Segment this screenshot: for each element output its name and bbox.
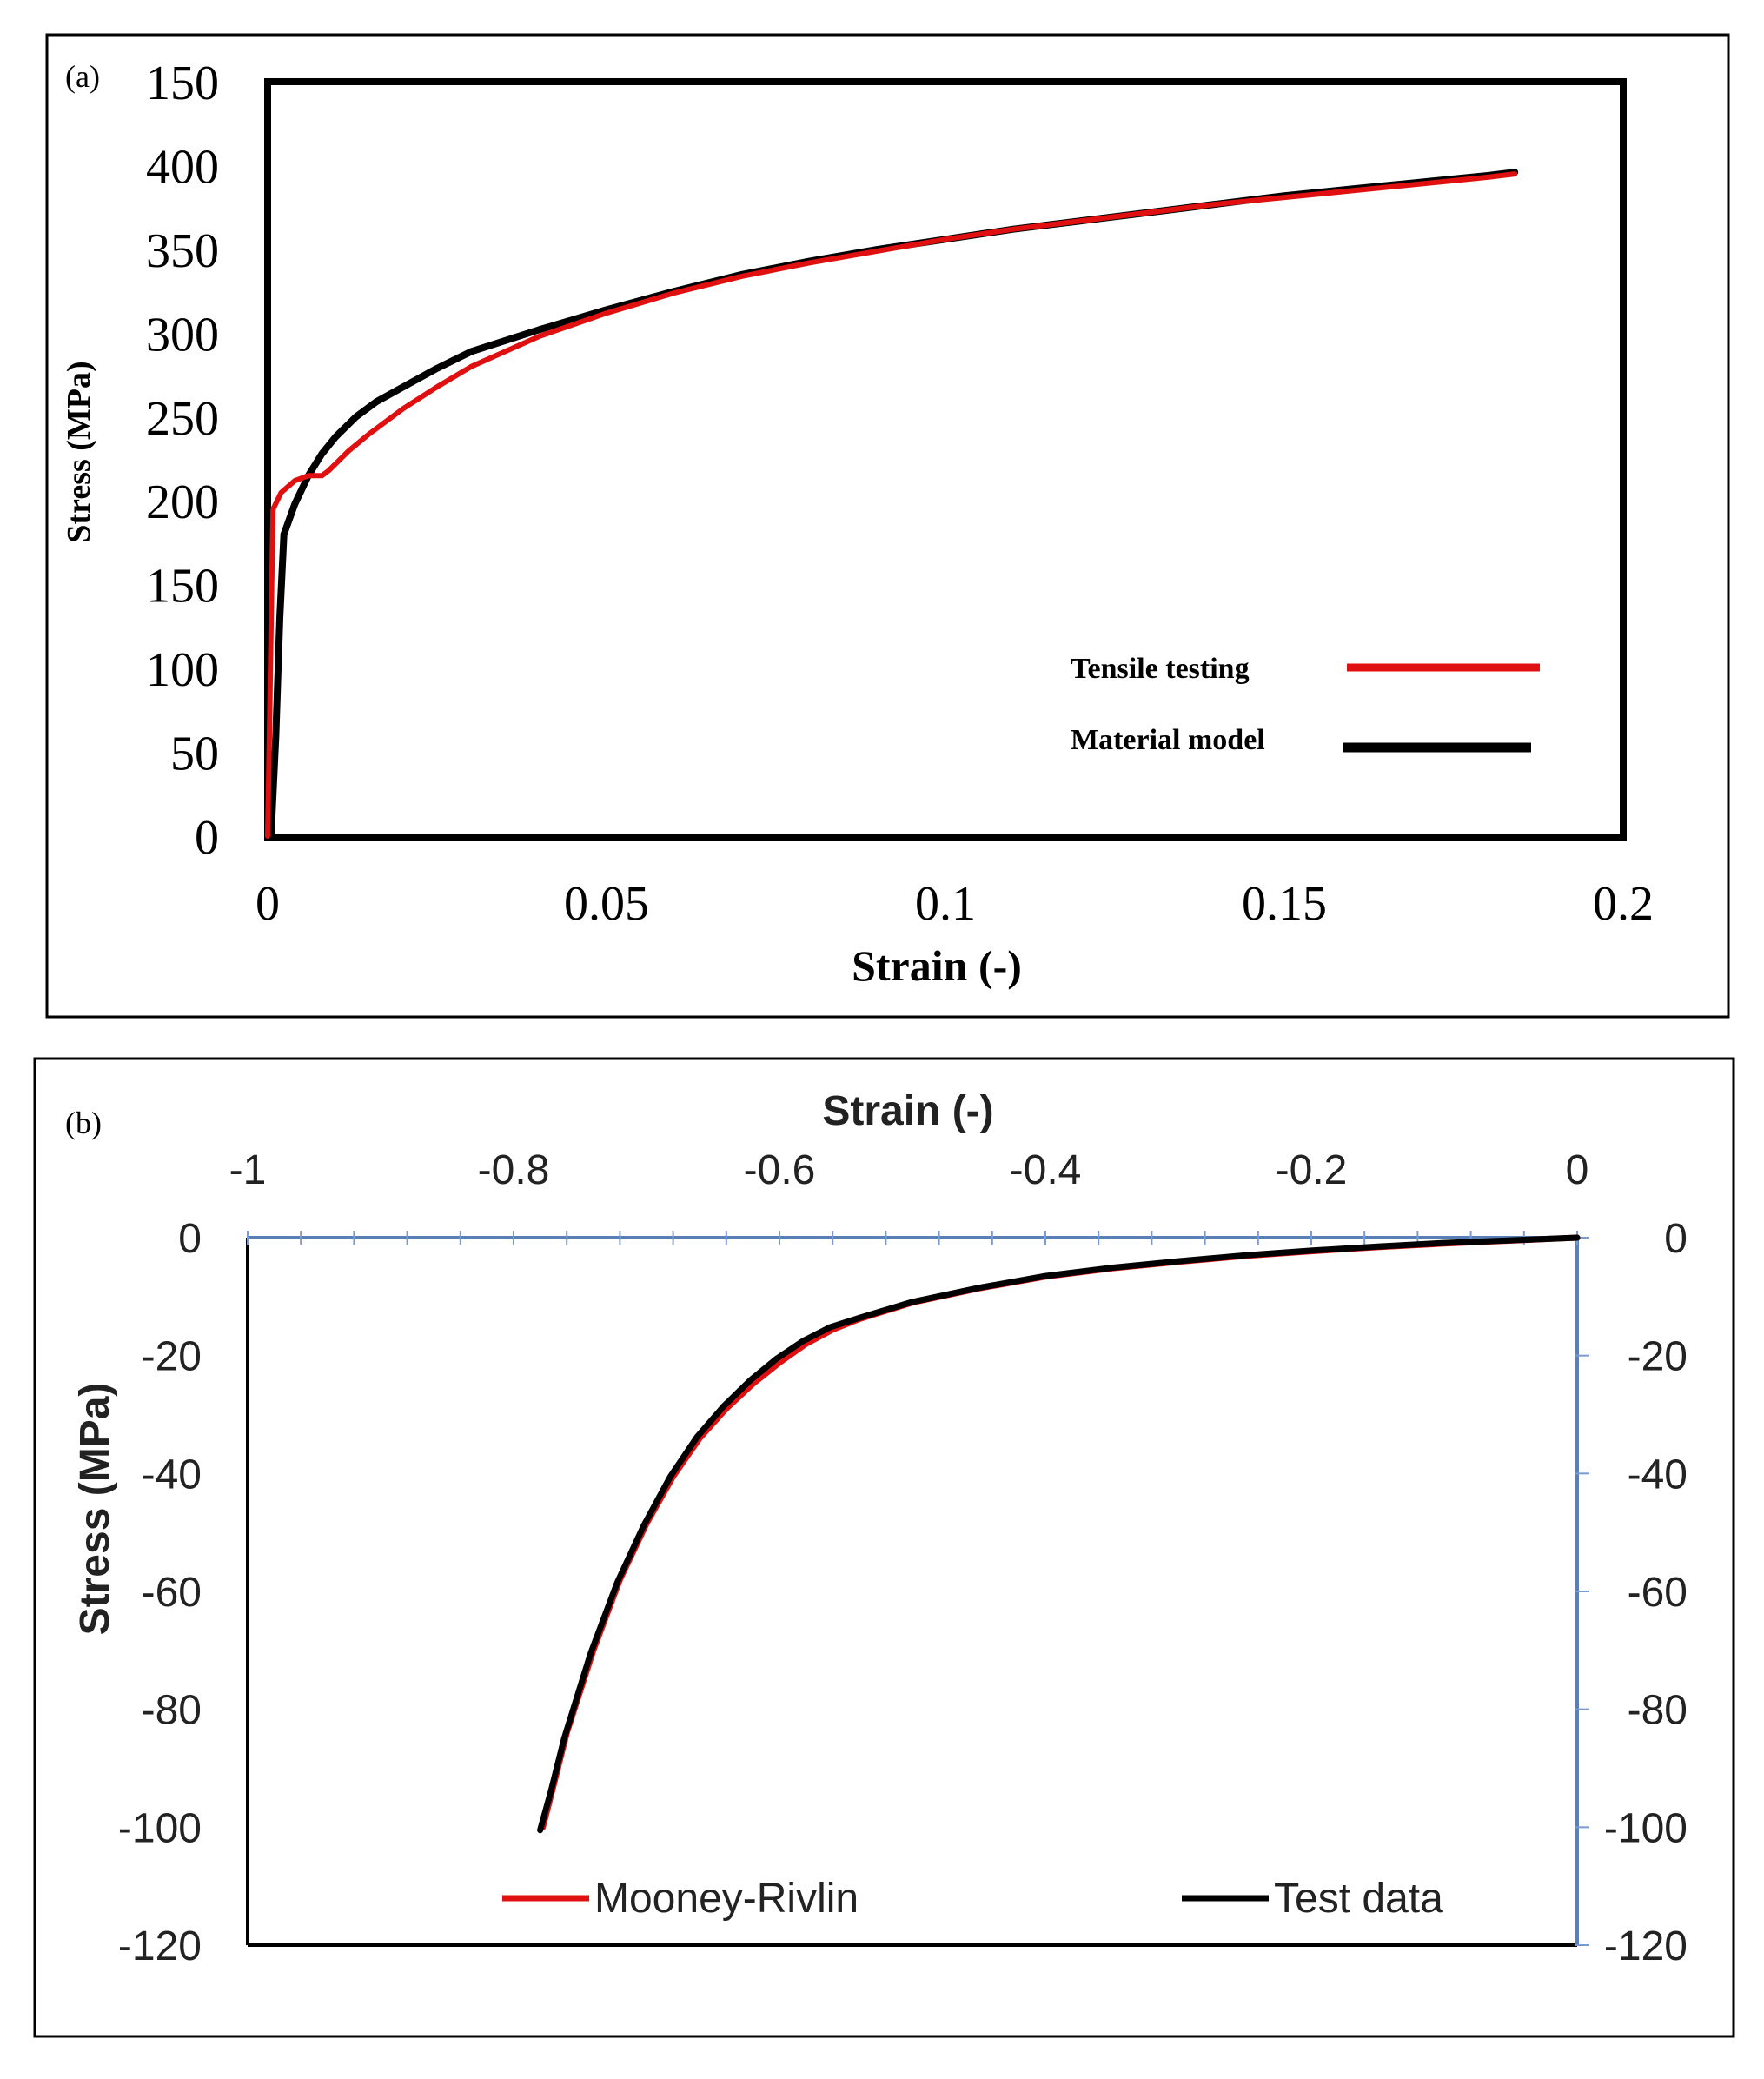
panel-a-x-axis-label: Strain (-) [852, 941, 1022, 990]
panel-a-y-tick-labels: 0 50 100 150 200 250 300 350 400 150 [146, 56, 219, 865]
y-tick-label: 250 [146, 392, 219, 446]
y-tick-label-right: -120 [1604, 1923, 1688, 1969]
y-tick-label: -100 [118, 1805, 202, 1851]
x-tick-label: -0.8 [478, 1147, 550, 1193]
y-tick-label: 0 [178, 1216, 202, 1262]
y-tick-label-right: -100 [1604, 1805, 1688, 1851]
y-tick-label: 150 [146, 56, 219, 110]
y-tick-label: 400 [146, 140, 219, 194]
panel-a-series [265, 169, 1519, 840]
legend-label-test-data: Test data [1274, 1876, 1443, 1922]
series-line-tensile-testing [265, 171, 1518, 839]
x-tick-label: -1 [229, 1147, 267, 1193]
y-tick-label-right: -20 [1628, 1334, 1688, 1380]
panel-b-left-y-tick-labels: 0 -20 -40 -60 -80 -100 -120 [118, 1216, 202, 1969]
panel-b-y-axis-label: Stress (MPa) [72, 1383, 118, 1636]
panel-b-x-axis-label: Strain (-) [822, 1088, 993, 1134]
y-tick-label: -20 [142, 1334, 202, 1380]
y-tick-label-right: 0 [1664, 1216, 1688, 1262]
x-tick-label: 0.05 [564, 877, 649, 931]
panel-a: (a) 0 50 100 150 200 250 300 350 400 150 0 0.05 0.1… [45, 33, 1730, 1019]
panel-b: (b) -1 -0.8 -0.6 -0.4 -0.2 0 0 -20 -40 -60 -80 -10… [33, 1057, 1735, 2038]
panel-a-x-tick-labels: 0 0.05 0.1 0.15 0.2 [255, 877, 1654, 931]
y-tick-label-right: -60 [1628, 1570, 1688, 1616]
legend-label-material-model: Material model [1071, 724, 1265, 756]
x-tick-label: -0.4 [1010, 1147, 1082, 1193]
panel-b-series [537, 1234, 1581, 1834]
x-tick-label: -0.6 [744, 1147, 816, 1193]
panel-b-x-tick-labels: -1 -0.8 -0.6 -0.4 -0.2 0 [229, 1147, 1589, 1193]
legend-label-mooney-rivlin: Mooney-Rivlin [594, 1876, 859, 1922]
x-tick-label: 0.15 [1242, 877, 1327, 931]
x-tick-label: -0.2 [1276, 1147, 1348, 1193]
series-line-test-data [537, 1234, 1581, 1834]
panel-a-frame [45, 33, 1730, 1019]
panel-a-label: (a) [65, 59, 100, 94]
panel-b-legend: Mooney-Rivlin Test data [502, 1876, 1443, 1922]
y-tick-label: 0 [195, 811, 219, 865]
y-tick-label: -40 [142, 1451, 202, 1498]
panel-a-plot-frame [264, 78, 1627, 841]
panel-a-legend: Tensile testing Material model [1071, 653, 1540, 756]
y-tick-label: -80 [142, 1688, 202, 1734]
panel-b-right-y-tick-labels: 0 -20 -40 -60 -80 -100 -120 [1604, 1216, 1688, 1969]
y-tick-label: 50 [170, 727, 219, 781]
x-tick-label: 0 [255, 877, 280, 931]
y-tick-label-right: -40 [1628, 1451, 1688, 1498]
panel-b-frame [33, 1057, 1735, 2038]
panel-a-y-axis-label: Stress (MPa) [61, 361, 97, 542]
x-tick-label: 0.1 [915, 877, 976, 931]
panel-b-label: (b) [65, 1106, 102, 1140]
y-tick-label: 350 [146, 224, 219, 278]
y-tick-label: 100 [146, 643, 219, 697]
y-tick-label: 150 [146, 560, 219, 614]
y-tick-label: 300 [146, 308, 219, 362]
legend-label-tensile-testing: Tensile testing [1071, 653, 1250, 685]
y-tick-label-right: -80 [1628, 1688, 1688, 1734]
y-tick-label: -60 [142, 1570, 202, 1616]
x-tick-label: 0 [1566, 1147, 1589, 1193]
y-tick-label: -120 [118, 1923, 202, 1969]
x-tick-label: 0.2 [1593, 877, 1654, 931]
y-tick-label: 200 [146, 475, 219, 529]
